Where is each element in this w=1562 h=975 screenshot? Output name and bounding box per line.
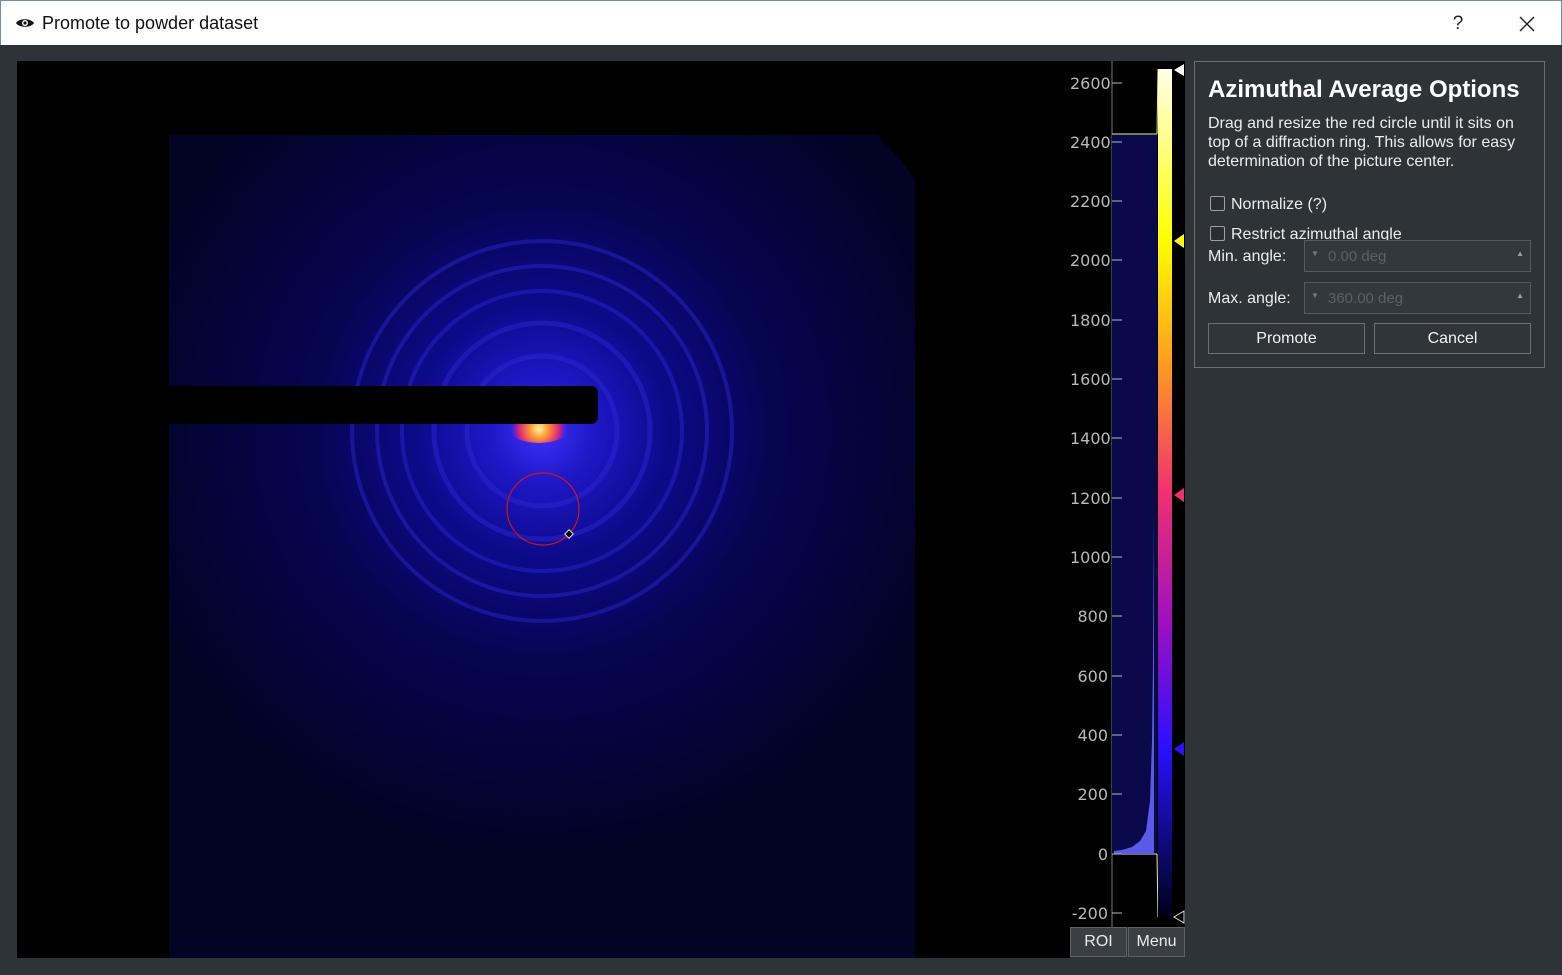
normalize-checkbox[interactable]: Normalize (?) [1210,196,1327,216]
dialog-body: 2600 2400 2200 2000 1800 1600 1400 1200 … [0,45,1562,975]
min-angle-label: Min. angle: [1208,248,1287,265]
cancel-button[interactable]: Cancel [1374,323,1531,354]
detector-image [169,135,915,958]
spin-down-icon[interactable]: ▼ [1311,291,1319,300]
gradient-tick-top-icon[interactable] [1174,64,1184,76]
axis-tick-label: 800 [1077,607,1108,626]
checkbox-box[interactable] [1210,196,1225,211]
diffraction-image-view[interactable] [17,61,1070,958]
spin-up-icon[interactable]: ▲ [1516,291,1524,300]
gradient-tick-blue-icon[interactable] [1174,742,1184,756]
min-angle-spinbox[interactable]: ▼ 0.00 deg ▲ [1304,240,1531,272]
axis-tick-label: -200 [1071,904,1108,923]
roi-button[interactable]: ROI [1070,927,1127,957]
axis-tick-label: 200 [1077,785,1108,804]
title-bar: Promote to powder dataset ? [0,0,1562,45]
eye-icon [16,19,34,27]
restrict-angle-checkbox[interactable]: Restrict azimuthal angle [1210,226,1402,246]
axis-tick-label: 1200 [1070,489,1111,508]
gradient-tick-bottom-icon[interactable] [1173,910,1185,924]
axis-tick-label: 2200 [1070,192,1111,211]
help-button[interactable]: ? [1452,13,1464,34]
spin-down-icon[interactable]: ▼ [1311,249,1319,258]
axis-tick-label: 600 [1077,667,1108,686]
restrict-angle-label: Restrict azimuthal angle [1231,226,1402,243]
window-title: Promote to powder dataset [42,13,259,33]
axis-tick-label: 2600 [1070,74,1111,93]
min-angle-value: 0.00 deg [1328,248,1387,265]
axis-tick-label: 1000 [1070,548,1111,567]
roi-circle[interactable] [506,472,580,546]
axis-ticks [1112,82,1122,914]
axis-tick-label: 400 [1077,726,1108,745]
menu-button[interactable]: Menu [1128,927,1185,957]
gradient-tick-yellow-icon[interactable] [1174,234,1184,248]
axis-tick-label: 1400 [1070,429,1111,448]
normalize-label: Normalize (?) [1231,196,1328,213]
gradient-tick-pink-icon[interactable] [1174,488,1184,502]
axis-tick-label: 0 [1097,845,1108,864]
histogram-level-region[interactable] [1112,134,1157,854]
close-icon[interactable] [1509,7,1545,41]
max-angle-spinbox[interactable]: ▼ 360.00 deg ▲ [1304,282,1531,314]
promote-button[interactable]: Promote [1208,323,1365,354]
max-angle-value: 360.00 deg [1328,290,1404,307]
roi-resize-handle[interactable] [564,529,574,539]
max-angle-label: Max. angle: [1208,290,1291,307]
histogram-widget[interactable]: 2600 2400 2200 2000 1800 1600 1400 1200 … [1070,61,1185,927]
beam-stop [169,386,598,424]
panel-description: Drag and resize the red circle until it … [1208,115,1516,170]
azimuthal-options-panel: Azimuthal Average Options Drag and resiz… [1194,61,1545,368]
colormap-gradient[interactable] [1158,69,1172,917]
axis-tick-label: 1600 [1070,370,1111,389]
spin-up-icon[interactable]: ▲ [1516,249,1524,258]
axis-tick-label: 2400 [1070,133,1111,152]
diffraction-rings [350,239,734,623]
checkbox-box[interactable] [1210,226,1225,241]
panel-title: Azimuthal Average Options [1208,76,1520,103]
axis-tick-label: 2000 [1070,251,1111,270]
axis-tick-label: 1800 [1070,311,1111,330]
